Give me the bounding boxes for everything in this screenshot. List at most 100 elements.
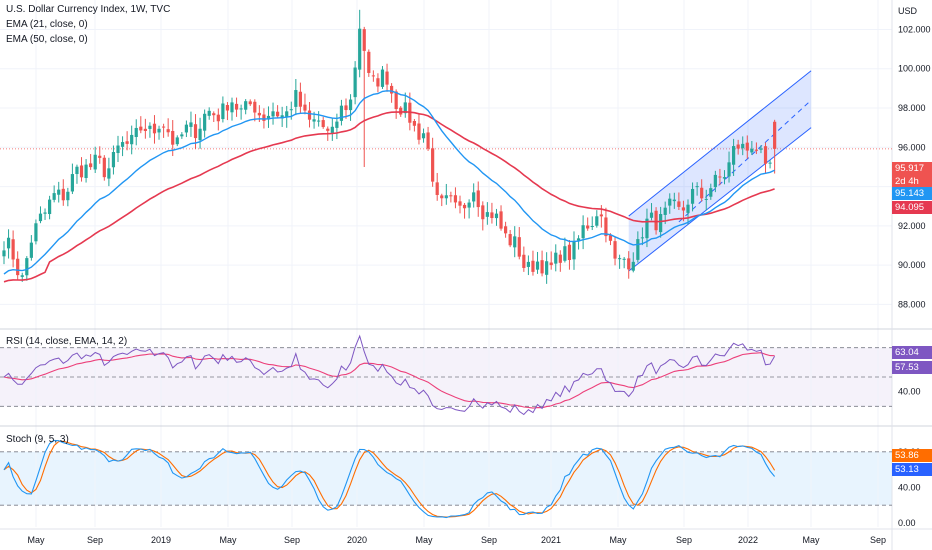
candle-body (732, 146, 736, 165)
stoch-legend[interactable]: Stoch (9, 5, 3) (6, 434, 69, 445)
candle-body (89, 163, 93, 168)
candle-body (34, 223, 38, 242)
candle-body (554, 252, 558, 264)
candle-body (107, 168, 111, 179)
candle-body (754, 149, 758, 151)
candle-body (645, 218, 649, 239)
candle-body (376, 78, 380, 87)
candle-body (631, 261, 635, 271)
candle-body (677, 201, 681, 207)
candle-body (84, 164, 88, 179)
ema50-legend[interactable]: EMA (50, close, 0) (6, 34, 88, 45)
candle-body (444, 195, 448, 199)
candle-body (330, 126, 334, 133)
candle-body (152, 123, 157, 134)
candle-body (590, 226, 594, 228)
x-tick-label: Sep (284, 535, 300, 545)
x-tick-label: Sep (87, 535, 103, 545)
candle-body (608, 235, 613, 241)
x-tick-label: 2020 (347, 535, 367, 545)
candle-body (298, 91, 302, 107)
ema50-value-tag: 94.095 (892, 201, 932, 214)
candle-body (599, 214, 603, 217)
candle-body (253, 101, 257, 113)
candle-body (212, 113, 216, 116)
candle-body (526, 261, 530, 267)
candle-body (517, 237, 521, 257)
y-tick-label: 100.000 (898, 64, 931, 74)
x-tick-label: May (609, 535, 627, 545)
candle-body (613, 241, 617, 259)
candle-body (649, 212, 654, 218)
candle-body (431, 148, 435, 182)
rsi-legend[interactable]: RSI (14, close, EMA, 14, 2) (6, 336, 128, 347)
candle-body (38, 213, 43, 222)
candle-body (48, 199, 52, 215)
candle-body (166, 129, 170, 133)
candle-body (690, 188, 695, 204)
candle-body (239, 108, 243, 110)
candle-body (449, 195, 453, 197)
ema50-line (3, 110, 775, 283)
candle-body (435, 182, 439, 195)
stoch-tick-label: 40.00 (898, 482, 921, 492)
candle-body (540, 260, 544, 274)
candle-body (636, 239, 640, 260)
x-tick-label: May (27, 535, 45, 545)
candle-body (276, 111, 280, 117)
candle-body (504, 226, 508, 234)
candle-body (75, 166, 79, 175)
stoch-d-line (3, 440, 776, 518)
candle-body (216, 114, 220, 122)
x-tick-label: Sep (870, 535, 886, 545)
candle-body (312, 119, 316, 122)
candle-body (171, 130, 175, 145)
channel-mid-line (678, 99, 812, 223)
candle-body (668, 198, 672, 206)
candle-body (125, 141, 129, 144)
candle-body (654, 210, 658, 231)
candle-body (43, 212, 47, 214)
candle-body (303, 104, 307, 111)
candle-body (467, 202, 471, 208)
candle-body (627, 258, 631, 270)
candle-body (148, 125, 152, 129)
candle-body (257, 112, 261, 116)
candle-body (203, 113, 207, 131)
candle-body (586, 225, 590, 229)
candle-body (576, 238, 581, 241)
candle-body (111, 152, 116, 168)
candlesticks (2, 9, 777, 284)
candle-body (266, 115, 271, 120)
y-tick-label: 88.000 (898, 299, 926, 309)
ema21-value-tag: 95.143 (892, 187, 932, 200)
candle-body (2, 250, 6, 257)
ema21-legend[interactable]: EMA (21, close, 0) (6, 19, 88, 30)
rsi-value-tag: 63.04 (892, 346, 932, 359)
candle-body (549, 262, 553, 266)
candle-body (513, 236, 517, 248)
candle-body (709, 188, 713, 197)
candle-body (618, 258, 622, 260)
y-tick-label: 92.000 (898, 221, 926, 231)
candle-body (494, 213, 499, 219)
candle-body (385, 71, 389, 85)
candle-body (768, 162, 772, 164)
candle-body (380, 69, 385, 87)
candle-body (394, 91, 398, 110)
candle-body (307, 110, 312, 120)
candle-body (162, 126, 166, 128)
candle-body (29, 242, 33, 258)
candle-body (70, 174, 74, 192)
bar-countdown-tag: 2d 4h (892, 175, 932, 188)
candle-body (399, 107, 403, 115)
candle-body (558, 254, 562, 263)
candle-body (157, 128, 161, 133)
stoch-pane (3, 439, 776, 519)
candle-body (280, 115, 284, 119)
candle-body (335, 121, 339, 128)
candle-body (741, 143, 745, 149)
candle-body (271, 111, 275, 117)
candle-body (234, 103, 239, 110)
